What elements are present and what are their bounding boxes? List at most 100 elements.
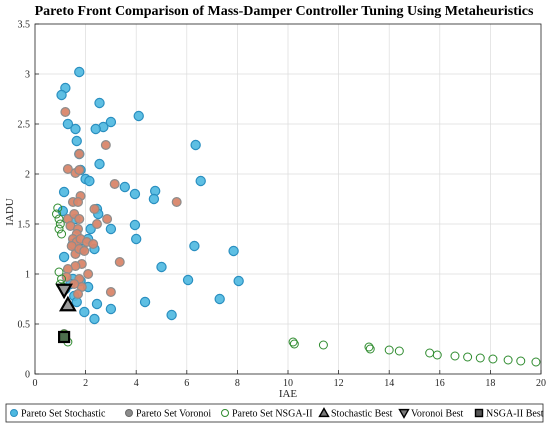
point-pareto-set-nsga-ii (53, 203, 63, 213)
legend-box (5, 403, 544, 423)
point-pareto-set-stochastic (94, 97, 105, 109)
point-pareto-set-stochastic (166, 309, 177, 321)
series-voronoi-best (55, 283, 73, 300)
grid (34, 23, 542, 375)
point-pareto-set-nsga-ii (432, 350, 442, 360)
point-pareto-set-stochastic (105, 303, 117, 315)
point-pareto-set-voronoi (62, 264, 73, 275)
point-stochastic-best (58, 295, 77, 312)
point-pareto-set-voronoi (89, 204, 100, 215)
point-pareto-set-stochastic (148, 193, 160, 205)
point-pareto-set-stochastic (58, 186, 70, 198)
point-pareto-set-stochastic (214, 293, 225, 305)
point-pareto-set-nsga-ii (425, 348, 435, 358)
series-nsga-ii-best (57, 330, 71, 344)
point-pareto-set-nsga-ii (516, 356, 526, 366)
x-axis-label: IAE (279, 388, 298, 400)
point-pareto-set-voronoi (100, 140, 111, 151)
legend-marker (318, 407, 330, 418)
y-tick-label: 0 (25, 370, 30, 381)
point-pareto-set-stochastic (233, 275, 244, 287)
legend-marker (10, 409, 18, 417)
point-pareto-set-nsga-ii (365, 344, 375, 354)
point-nsga-ii-best (57, 330, 71, 344)
point-pareto-set-stochastic (139, 296, 151, 308)
point-pareto-set-stochastic (119, 181, 131, 193)
point-pareto-set-stochastic (71, 135, 82, 147)
legend-marker (474, 408, 484, 418)
legend-label: Voronoi Best (411, 409, 464, 420)
legend: Pareto Set Stochastic Pareto Set Voronoi P… (5, 403, 544, 423)
point-pareto-set-voronoi (74, 165, 85, 176)
point-pareto-set-stochastic (62, 118, 74, 130)
y-axis-label: IADU (4, 198, 16, 226)
point-pareto-set-voronoi (60, 106, 71, 117)
legend-marker (125, 409, 133, 417)
point-pareto-set-stochastic (129, 188, 141, 200)
point-pareto-set-stochastic (79, 306, 90, 318)
point-pareto-set-nsga-ii (52, 209, 62, 219)
point-pareto-set-stochastic (58, 251, 70, 263)
point-pareto-set-nsga-ii (450, 351, 460, 361)
point-pareto-set-nsga-ii (54, 214, 64, 224)
y-tick-label: 3.5 (18, 20, 31, 31)
point-pareto-set-voronoi (73, 289, 84, 300)
point-pareto-set-voronoi (73, 197, 84, 208)
point-pareto-set-voronoi (74, 214, 85, 225)
y-tick-label: 3 (25, 70, 30, 81)
point-pareto-set-nsga-ii (475, 353, 485, 363)
legend-label: Pareto Set NSGA-II (232, 409, 313, 420)
axis-ticks: 0 2 4 6 8 10 12 14 16 18 20 0 0.5 1 1.5 2 2.5 3 3.5 (18, 20, 547, 390)
point-pareto-set-voronoi (109, 179, 120, 190)
x-tick-label: 18 (485, 378, 495, 389)
point-pareto-set-stochastic (156, 261, 167, 273)
y-tick-label: 2 (25, 170, 30, 181)
point-pareto-set-stochastic (133, 110, 144, 122)
point-pareto-set-stochastic (195, 175, 206, 187)
x-tick-label: 20 (536, 378, 546, 389)
point-pareto-set-nsga-ii (384, 345, 394, 355)
point-pareto-set-stochastic (90, 123, 101, 135)
series-pareto-set-nsga-ii (52, 203, 541, 367)
point-pareto-set-stochastic (105, 223, 117, 235)
point-pareto-set-voronoi (79, 246, 90, 257)
chart-title: Pareto Front Comparison of Mass-Damper C… (35, 4, 534, 19)
y-tick-label: 1.5 (18, 220, 31, 231)
point-pareto-set-nsga-ii (55, 219, 65, 229)
point-pareto-set-voronoi (61, 272, 72, 283)
point-pareto-set-voronoi (114, 257, 125, 268)
x-tick-label: 0 (33, 378, 38, 389)
point-pareto-set-voronoi (88, 239, 99, 250)
point-pareto-set-stochastic (56, 89, 67, 101)
point-pareto-set-stochastic (130, 233, 142, 245)
point-pareto-set-stochastic (70, 123, 81, 135)
point-pareto-set-stochastic (189, 240, 200, 252)
point-pareto-set-nsga-ii (488, 354, 498, 364)
point-pareto-set-stochastic (94, 158, 105, 170)
point-pareto-set-stochastic (105, 116, 117, 128)
point-pareto-set-voronoi (74, 149, 85, 160)
y-tick-label: 1 (25, 270, 30, 281)
point-pareto-set-stochastic (91, 298, 103, 310)
point-pareto-set-nsga-ii (289, 339, 299, 349)
x-tick-label: 6 (184, 378, 189, 389)
legend-marker (398, 408, 410, 419)
series-pareto-set-voronoi (59, 106, 182, 340)
x-tick-label: 8 (235, 378, 240, 389)
x-tick-label: 4 (134, 378, 139, 389)
legend-label: Pareto Set Voronoi (136, 409, 211, 420)
point-pareto-set-voronoi (62, 164, 73, 175)
point-pareto-set-nsga-ii (463, 352, 473, 362)
point-pareto-set-stochastic (182, 274, 194, 286)
x-tick-label: 16 (435, 378, 445, 389)
point-pareto-set-voronoi (91, 219, 102, 230)
point-voronoi-best (55, 283, 73, 300)
point-pareto-set-stochastic (228, 245, 239, 257)
point-pareto-set-stochastic (74, 66, 85, 78)
point-pareto-set-stochastic (129, 219, 141, 231)
legend-marker (221, 409, 229, 417)
series-stochastic-best (58, 295, 77, 312)
legend-label: Pareto Set Stochastic (21, 409, 106, 420)
